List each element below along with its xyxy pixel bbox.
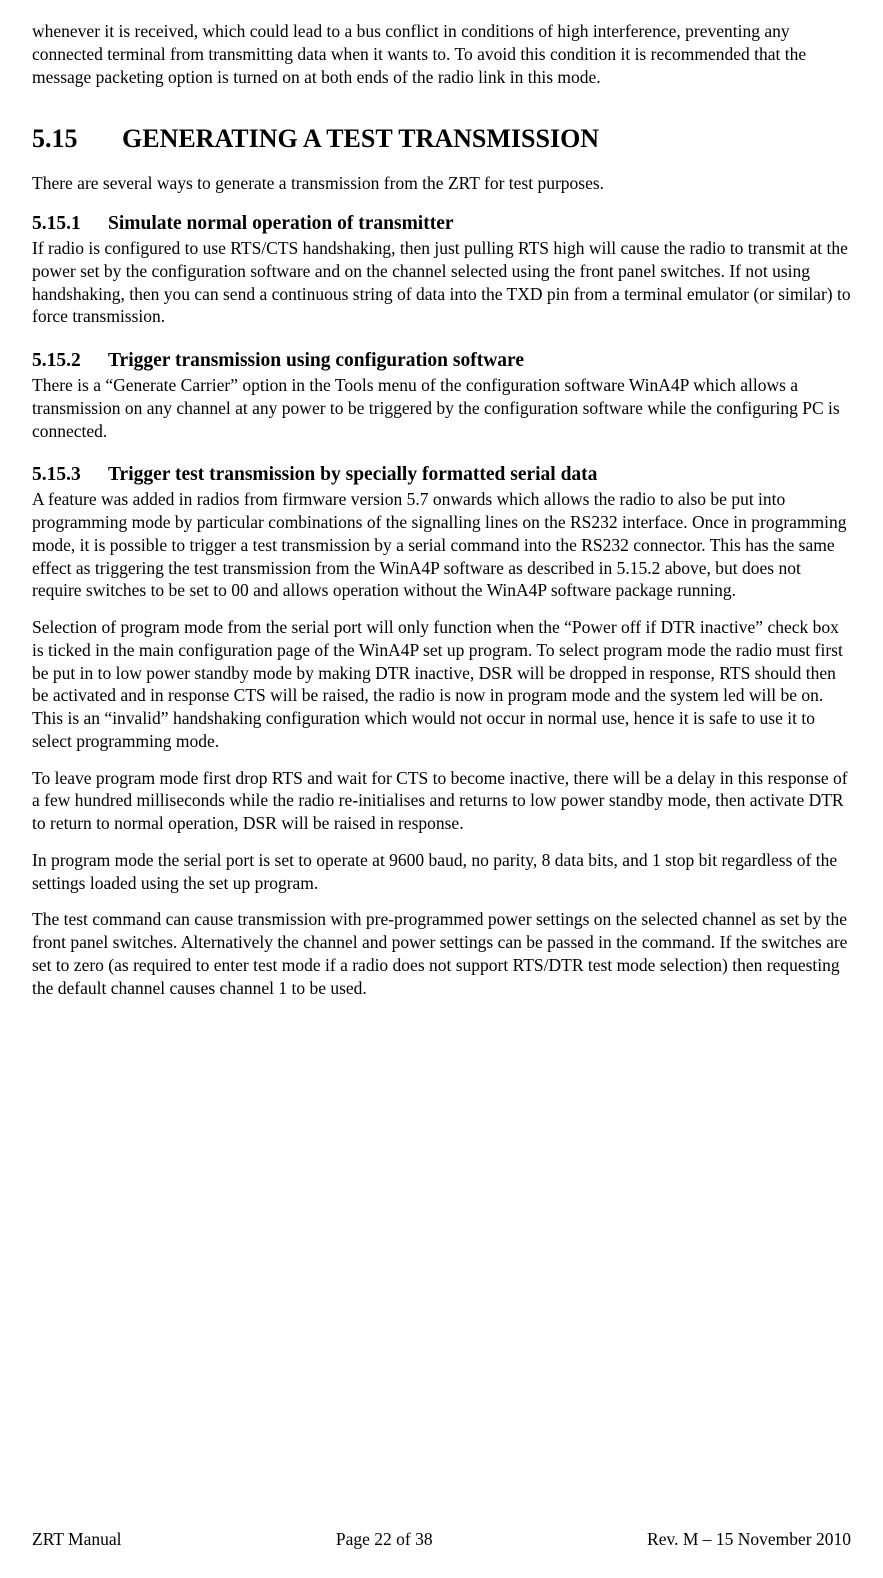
subsection-title: Trigger transmission using configuration…: [108, 350, 524, 371]
subsection-1-p1: If radio is configured to use RTS/CTS ha…: [32, 237, 851, 328]
subsection-3-p3: To leave program mode first drop RTS and…: [32, 767, 851, 835]
footer-right: Rev. M – 15 November 2010: [647, 1529, 851, 1550]
subsection-heading-1: 5.15.1Simulate normal operation of trans…: [32, 213, 851, 235]
subsection-3-p2: Selection of program mode from the seria…: [32, 616, 851, 753]
subsection-title: Trigger test transmission by specially f…: [108, 464, 597, 485]
subsection-2-p1: There is a “Generate Carrier” option in …: [32, 374, 851, 442]
subsection-3-p4: In program mode the serial port is set t…: [32, 849, 851, 895]
section-lead: There are several ways to generate a tra…: [32, 172, 851, 195]
footer-left: ZRT Manual: [32, 1529, 122, 1550]
section-heading: 5.15GENERATING A TEST TRANSMISSION: [32, 124, 851, 154]
subsection-number: 5.15.1: [32, 213, 108, 235]
subsection-heading-2: 5.15.2Trigger transmission using configu…: [32, 350, 851, 372]
subsection-3-p5: The test command can cause transmission …: [32, 908, 851, 999]
footer-center: Page 22 of 38: [336, 1529, 433, 1550]
subsection-number: 5.15.2: [32, 350, 108, 372]
section-title: GENERATING A TEST TRANSMISSION: [122, 124, 599, 153]
page-footer: ZRT Manual Page 22 of 38 Rev. M – 15 Nov…: [32, 1529, 851, 1550]
intro-continuation: whenever it is received, which could lea…: [32, 20, 851, 88]
section-number: 5.15: [32, 124, 122, 154]
subsection-number: 5.15.3: [32, 464, 108, 486]
subsection-heading-3: 5.15.3Trigger test transmission by speci…: [32, 464, 851, 486]
subsection-title: Simulate normal operation of transmitter: [108, 213, 454, 234]
subsection-3-p1: A feature was added in radios from firmw…: [32, 488, 851, 602]
